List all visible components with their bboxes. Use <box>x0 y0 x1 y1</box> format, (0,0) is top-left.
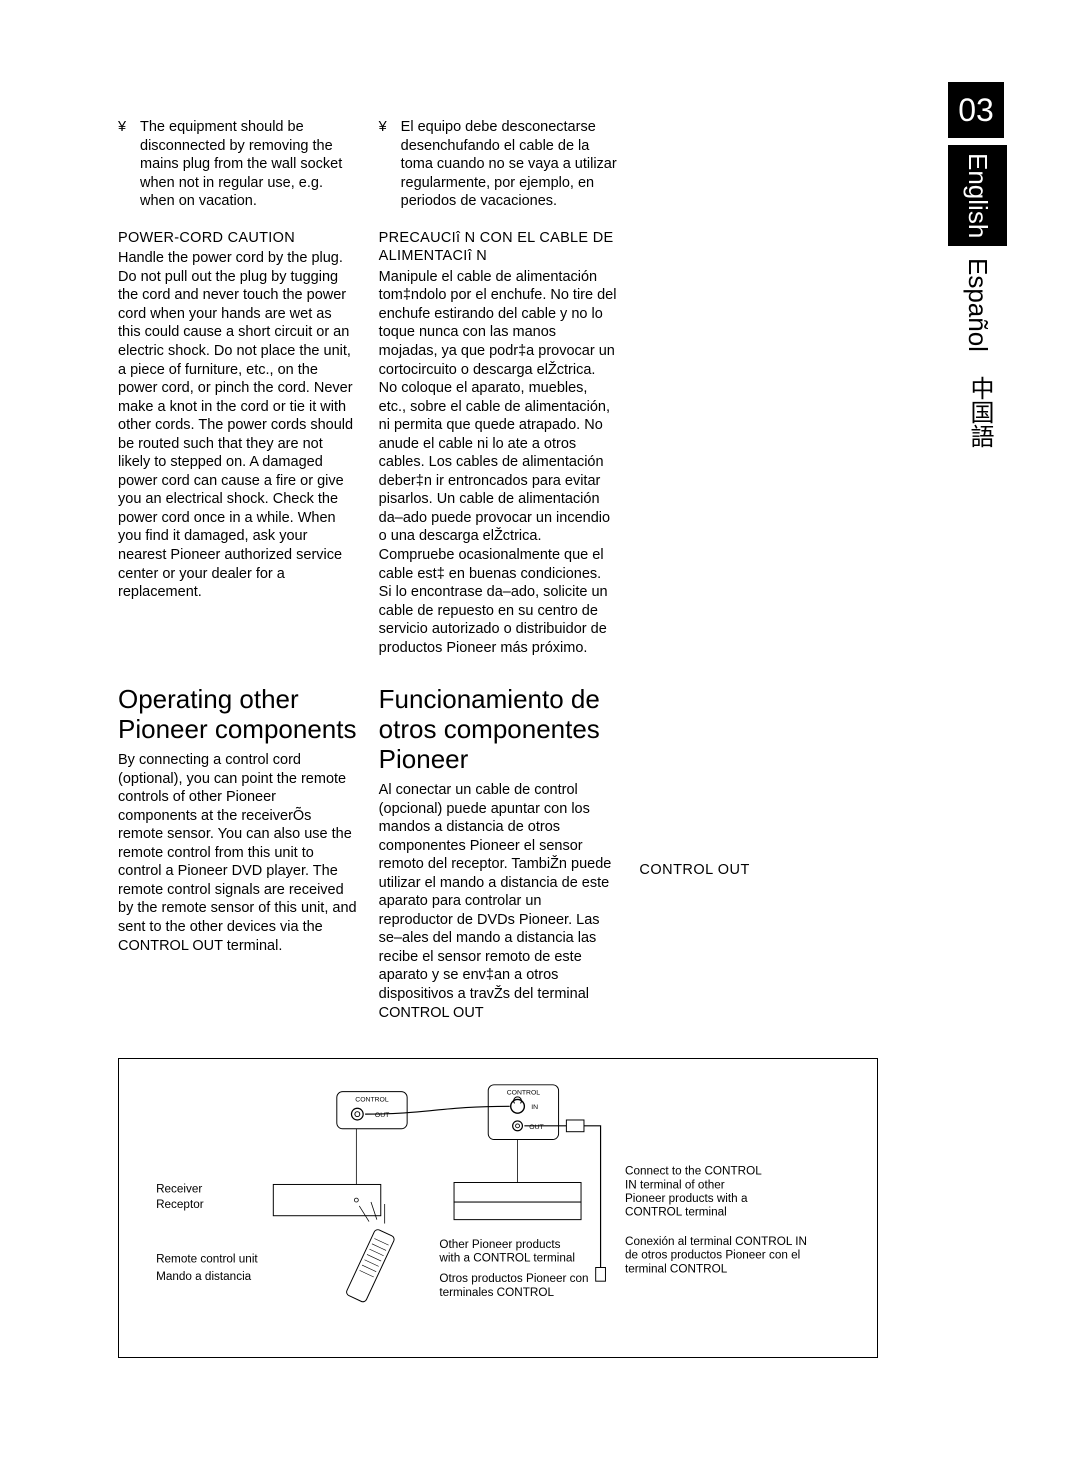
column-third-2: CONTROL OUT <box>639 685 878 1036</box>
operating-text-en: By connecting a control cord (optional),… <box>118 751 357 955</box>
page-content: ¥ The equipment should be disconnected b… <box>118 118 878 1358</box>
column-english: ¥ The equipment should be disconnected b… <box>118 118 357 671</box>
columns-bottom: Operating other Pioneer components By co… <box>118 685 878 1036</box>
diagram-other-en: Other Pioneer products with a CONTROL te… <box>438 1238 575 1265</box>
diagram-connect-en: Connect to the CONTROL IN terminal of ot… <box>625 1165 765 1219</box>
control-out-label: CONTROL OUT <box>639 861 878 880</box>
page-number-badge: 03 <box>948 82 1004 138</box>
column-spanish: ¥ El equipo debe desconectarse desenchuf… <box>379 118 618 671</box>
diagram-remote-es: Mando a distancia <box>156 1270 252 1283</box>
language-tabs: English Español 中国語 <box>948 145 1004 464</box>
diagram-other-es: Otros productos Pioneer con terminales C… <box>439 1272 591 1299</box>
svg-text:OUT: OUT <box>529 1124 544 1131</box>
column-english-2: Operating other Pioneer components By co… <box>118 685 357 1036</box>
bullet-disconnect-en: ¥ The equipment should be disconnected b… <box>118 118 357 211</box>
svg-text:IN: IN <box>531 1104 538 1111</box>
heading-operating-en: Operating other Pioneer components <box>118 685 357 745</box>
bullet-disconnect-es: ¥ El equipo debe desconectarse desenchuf… <box>379 118 618 211</box>
operating-text-es: Al conectar un cable de control (opciona… <box>379 781 618 1022</box>
tab-spanish[interactable]: Español <box>948 250 1007 360</box>
bullet-mark: ¥ <box>118 118 140 211</box>
power-cord-text-en: Handle the power cord by the plug. Do no… <box>118 249 357 601</box>
column-spanish-2: Funcionamiento de otros componentes Pion… <box>379 685 618 1036</box>
heading-power-cord-es: PRECAUCIî N CON EL CABLE DE ALIMENTACIî … <box>379 229 618 266</box>
diagram-svg: CONTROL OUT <box>141 1077 855 1331</box>
columns-top: ¥ The equipment should be disconnected b… <box>118 118 878 671</box>
heading-power-cord-en: POWER-CORD CAUTION <box>118 229 357 248</box>
diagram-control-label: CONTROL <box>355 1097 389 1104</box>
tab-chinese[interactable]: 中国語 <box>948 364 1011 460</box>
svg-text:CONTROL: CONTROL <box>507 1090 541 1097</box>
bullet-text: The equipment should be disconnected by … <box>140 118 357 211</box>
bullet-mark: ¥ <box>379 118 401 211</box>
heading-operating-es: Funcionamiento de otros componentes Pion… <box>379 685 618 775</box>
column-third-top <box>639 118 878 671</box>
bullet-text: El equipo debe desconectarse desenchufan… <box>401 118 618 211</box>
diagram-remote-en: Remote control unit <box>156 1253 258 1266</box>
power-cord-text-es: Manipule el cable de alimentación tom‡nd… <box>379 268 618 657</box>
diagram-receiver-en: Receiver <box>156 1182 202 1195</box>
tab-english[interactable]: English <box>948 145 1007 246</box>
connection-diagram: CONTROL OUT <box>118 1058 878 1358</box>
diagram-connect-es: Conexión al terminal CONTROL IN de otros… <box>625 1235 810 1275</box>
diagram-receiver-es: Receptor <box>156 1198 204 1211</box>
